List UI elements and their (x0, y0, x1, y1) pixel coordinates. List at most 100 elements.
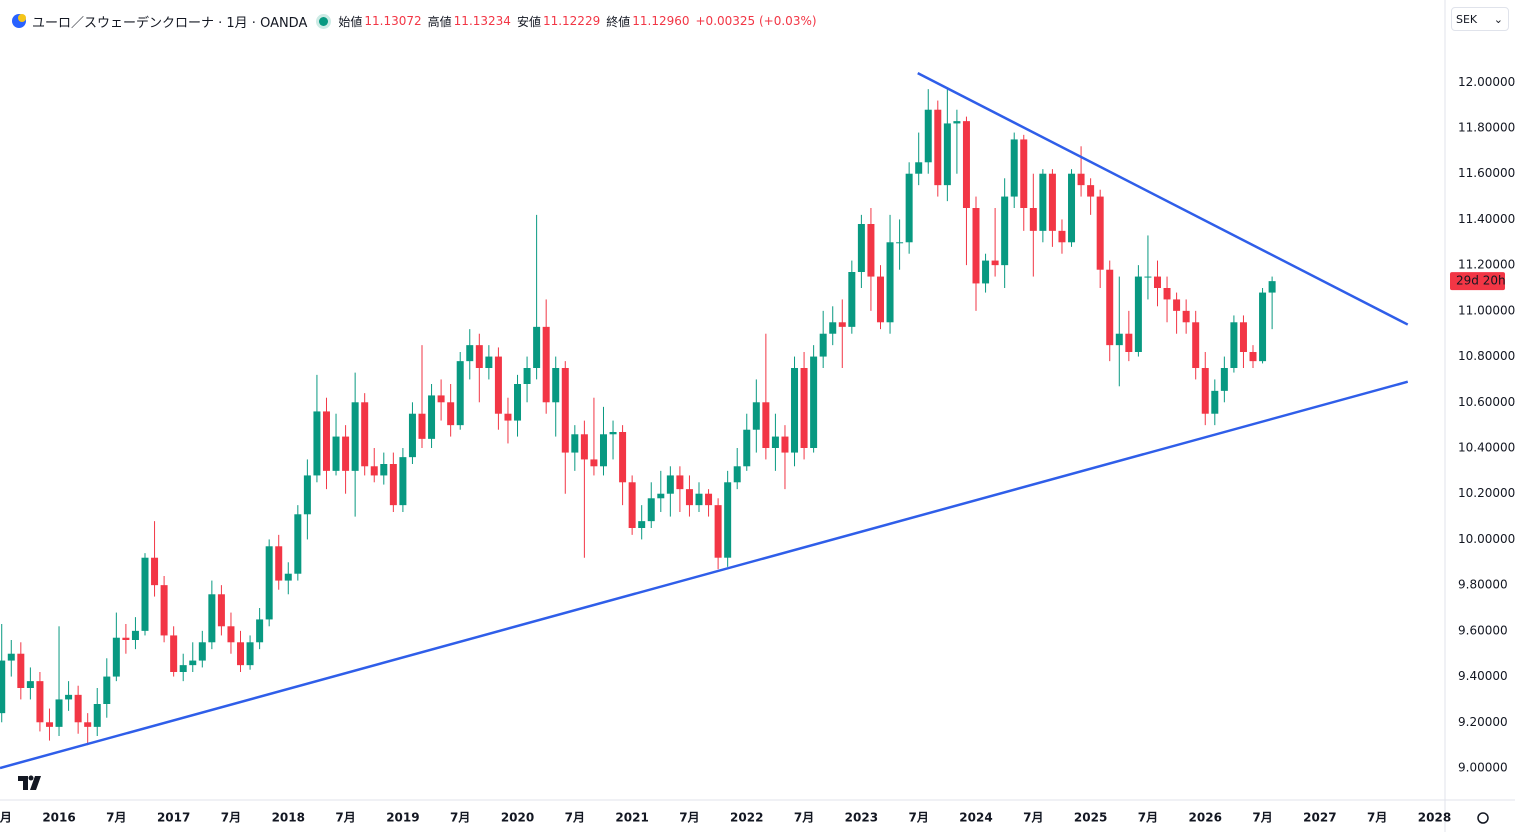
candle-body (1068, 173, 1076, 243)
x-tick-label: 2021 (615, 811, 648, 825)
candle-body (762, 402, 770, 448)
candle-body (876, 276, 884, 323)
candle-body (1039, 173, 1047, 231)
x-tick-label: 7月 (679, 811, 699, 825)
candle-body (189, 660, 197, 666)
candle-body (953, 121, 961, 124)
candle-body (494, 356, 502, 414)
x-tick-label: 7月 (565, 811, 585, 825)
candle-body (74, 694, 82, 723)
ohlc-value: 11.12229 (542, 14, 601, 28)
x-tick-label: 7月 (0, 811, 12, 825)
candle-body (1115, 333, 1123, 346)
candle-body (991, 260, 999, 266)
logo (18, 775, 41, 790)
candle-body (179, 665, 187, 672)
candle-body (1259, 292, 1267, 362)
candle-body (456, 361, 464, 426)
candle-body (1058, 230, 1066, 243)
x-tick-label: 2018 (272, 811, 305, 825)
candle-body (628, 482, 636, 528)
y-tick-label: 9.00000 (1458, 761, 1508, 775)
candle-body (848, 272, 856, 327)
candle-body (542, 326, 550, 403)
candle-body (733, 466, 741, 483)
candle-body (246, 642, 254, 666)
candle-body (7, 653, 15, 661)
candle-body (514, 384, 522, 421)
candle-body (982, 260, 990, 284)
candle-body (590, 459, 598, 467)
header: ユーロ／スウェーデンクローナ · 1月 · OANDA 始値 11.13072 高… (10, 11, 817, 31)
y-tick-label: 10.40000 (1458, 441, 1515, 455)
candle-body (275, 546, 283, 581)
candle-body (504, 413, 512, 421)
y-tick-label: 10.80000 (1458, 349, 1515, 363)
candle-body (1173, 299, 1181, 311)
price-axis-bg (1445, 0, 1515, 832)
candle-body (112, 637, 120, 677)
candle-body (638, 521, 646, 528)
candle-body (322, 411, 330, 471)
candle-body (399, 457, 407, 506)
candle-body (256, 619, 264, 643)
candle-body (1144, 276, 1152, 278)
countdown: 29d 20h (1456, 274, 1506, 288)
candle-body (1020, 139, 1028, 208)
ohlc-value: 11.12960 (632, 14, 690, 28)
candle-body (1125, 333, 1133, 352)
candle-body (619, 432, 627, 483)
candle-body (313, 411, 321, 476)
logo-shape (18, 776, 41, 790)
trendline (917, 72, 1409, 326)
candle-body (1220, 368, 1228, 391)
candle-body (26, 681, 34, 688)
candle-body (752, 402, 760, 430)
candle-body (743, 429, 751, 467)
candle-body (962, 121, 970, 208)
candle-body (351, 402, 359, 471)
logo-dot (28, 775, 34, 781)
y-tick-label: 11.20000 (1458, 258, 1515, 272)
candle-body (599, 434, 607, 467)
candle-body (1096, 196, 1104, 270)
x-tick-label: 2022 (730, 811, 763, 825)
candle-body (1211, 390, 1219, 414)
symbol-icon (12, 14, 26, 28)
ohlc-value: 11.13234 (453, 14, 511, 28)
candle-body (447, 402, 455, 426)
y-tick-label: 9.40000 (1458, 669, 1508, 683)
candle-body (666, 475, 674, 494)
x-tick-label: 2016 (42, 811, 75, 825)
candle-body (905, 173, 913, 243)
candle-body (466, 345, 474, 362)
candle-body (533, 326, 541, 368)
candle-body (1249, 352, 1257, 362)
x-tick-label: 7月 (450, 811, 470, 825)
candle-body (65, 694, 73, 700)
candle-body (170, 635, 178, 672)
currency-select[interactable]: SEK ⌄ (1451, 7, 1509, 31)
candle-body (771, 436, 779, 448)
candle-body (1230, 322, 1238, 368)
candle-body (227, 626, 235, 643)
candle-body (370, 466, 378, 476)
candle-body (332, 436, 340, 471)
candle-body (1029, 208, 1037, 231)
candle-body (84, 722, 92, 727)
candle-body (1106, 269, 1114, 346)
candle-body (17, 653, 25, 688)
chevron: ⌄ (1493, 13, 1503, 26)
x-tick-label: 2027 (1303, 811, 1336, 825)
y-tick-label: 12.00000 (1458, 75, 1515, 89)
candle-body (198, 642, 206, 661)
candle-body (1087, 185, 1095, 197)
candle-body (265, 546, 273, 620)
candle-body (361, 402, 369, 467)
candle-body (389, 464, 397, 506)
ohlc-label: 安値 (516, 14, 541, 29)
settings-icon[interactable] (1477, 812, 1489, 824)
ohlc-label: 高値 (427, 14, 452, 29)
candle-body (552, 368, 560, 403)
